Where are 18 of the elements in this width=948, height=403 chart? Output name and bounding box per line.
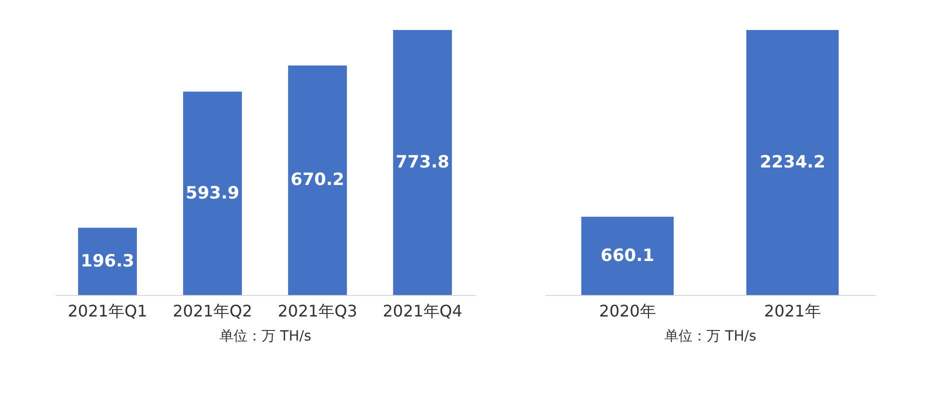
bar xyxy=(183,92,242,295)
bar xyxy=(78,228,137,295)
data-label: 196.3 xyxy=(80,251,134,272)
data-label: 2234.2 xyxy=(760,152,826,172)
data-label: 660.1 xyxy=(600,246,654,266)
x-tick-label: 2021年Q2 xyxy=(172,302,252,320)
data-label: 593.9 xyxy=(186,183,240,204)
bar xyxy=(288,65,347,295)
x-axis-title: 单位：万 TH/s xyxy=(220,328,312,344)
x-tick-label: 2021年Q3 xyxy=(278,302,358,320)
x-tick-label: 2021年Q1 xyxy=(68,302,148,320)
bar xyxy=(393,30,452,295)
data-label: 773.8 xyxy=(396,152,450,172)
x-axis-title: 单位：万 TH/s xyxy=(664,328,756,344)
x-tick-label: 2021年Q4 xyxy=(382,302,462,320)
x-tick-label: 2020年 xyxy=(599,302,656,320)
x-tick-label: 2021年 xyxy=(764,302,821,320)
data-label: 670.2 xyxy=(290,170,344,190)
